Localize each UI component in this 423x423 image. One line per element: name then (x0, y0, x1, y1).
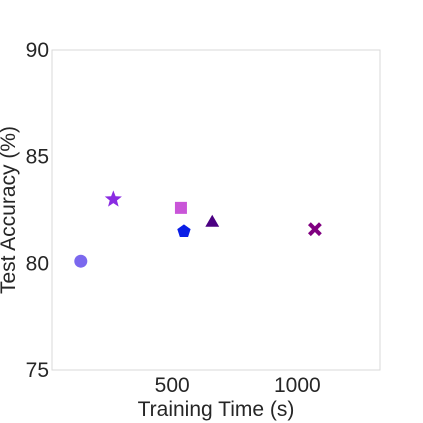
x-tick-label: 500 (155, 374, 190, 397)
point-square (174, 201, 187, 214)
data-points (74, 190, 322, 268)
point-x (307, 222, 322, 237)
point-triangle (205, 214, 220, 227)
y-axis-label: Test Accuracy (%) (0, 126, 20, 294)
y-tick-label: 80 (26, 252, 49, 275)
x-axis-label: Training Time (s) (138, 398, 295, 421)
point-pentagon (177, 224, 191, 237)
plot-frame (51, 49, 381, 371)
point-x-stroke (307, 222, 322, 237)
y-tick-label: 90 (26, 39, 49, 62)
y-tick-label: 85 (26, 146, 49, 169)
tick-labels: 75 80 85 90 500 1000 (26, 39, 321, 397)
point-circle (74, 254, 88, 268)
y-tick-label: 75 (26, 359, 49, 382)
x-tick-label: 1000 (274, 374, 321, 397)
point-star (104, 190, 122, 207)
